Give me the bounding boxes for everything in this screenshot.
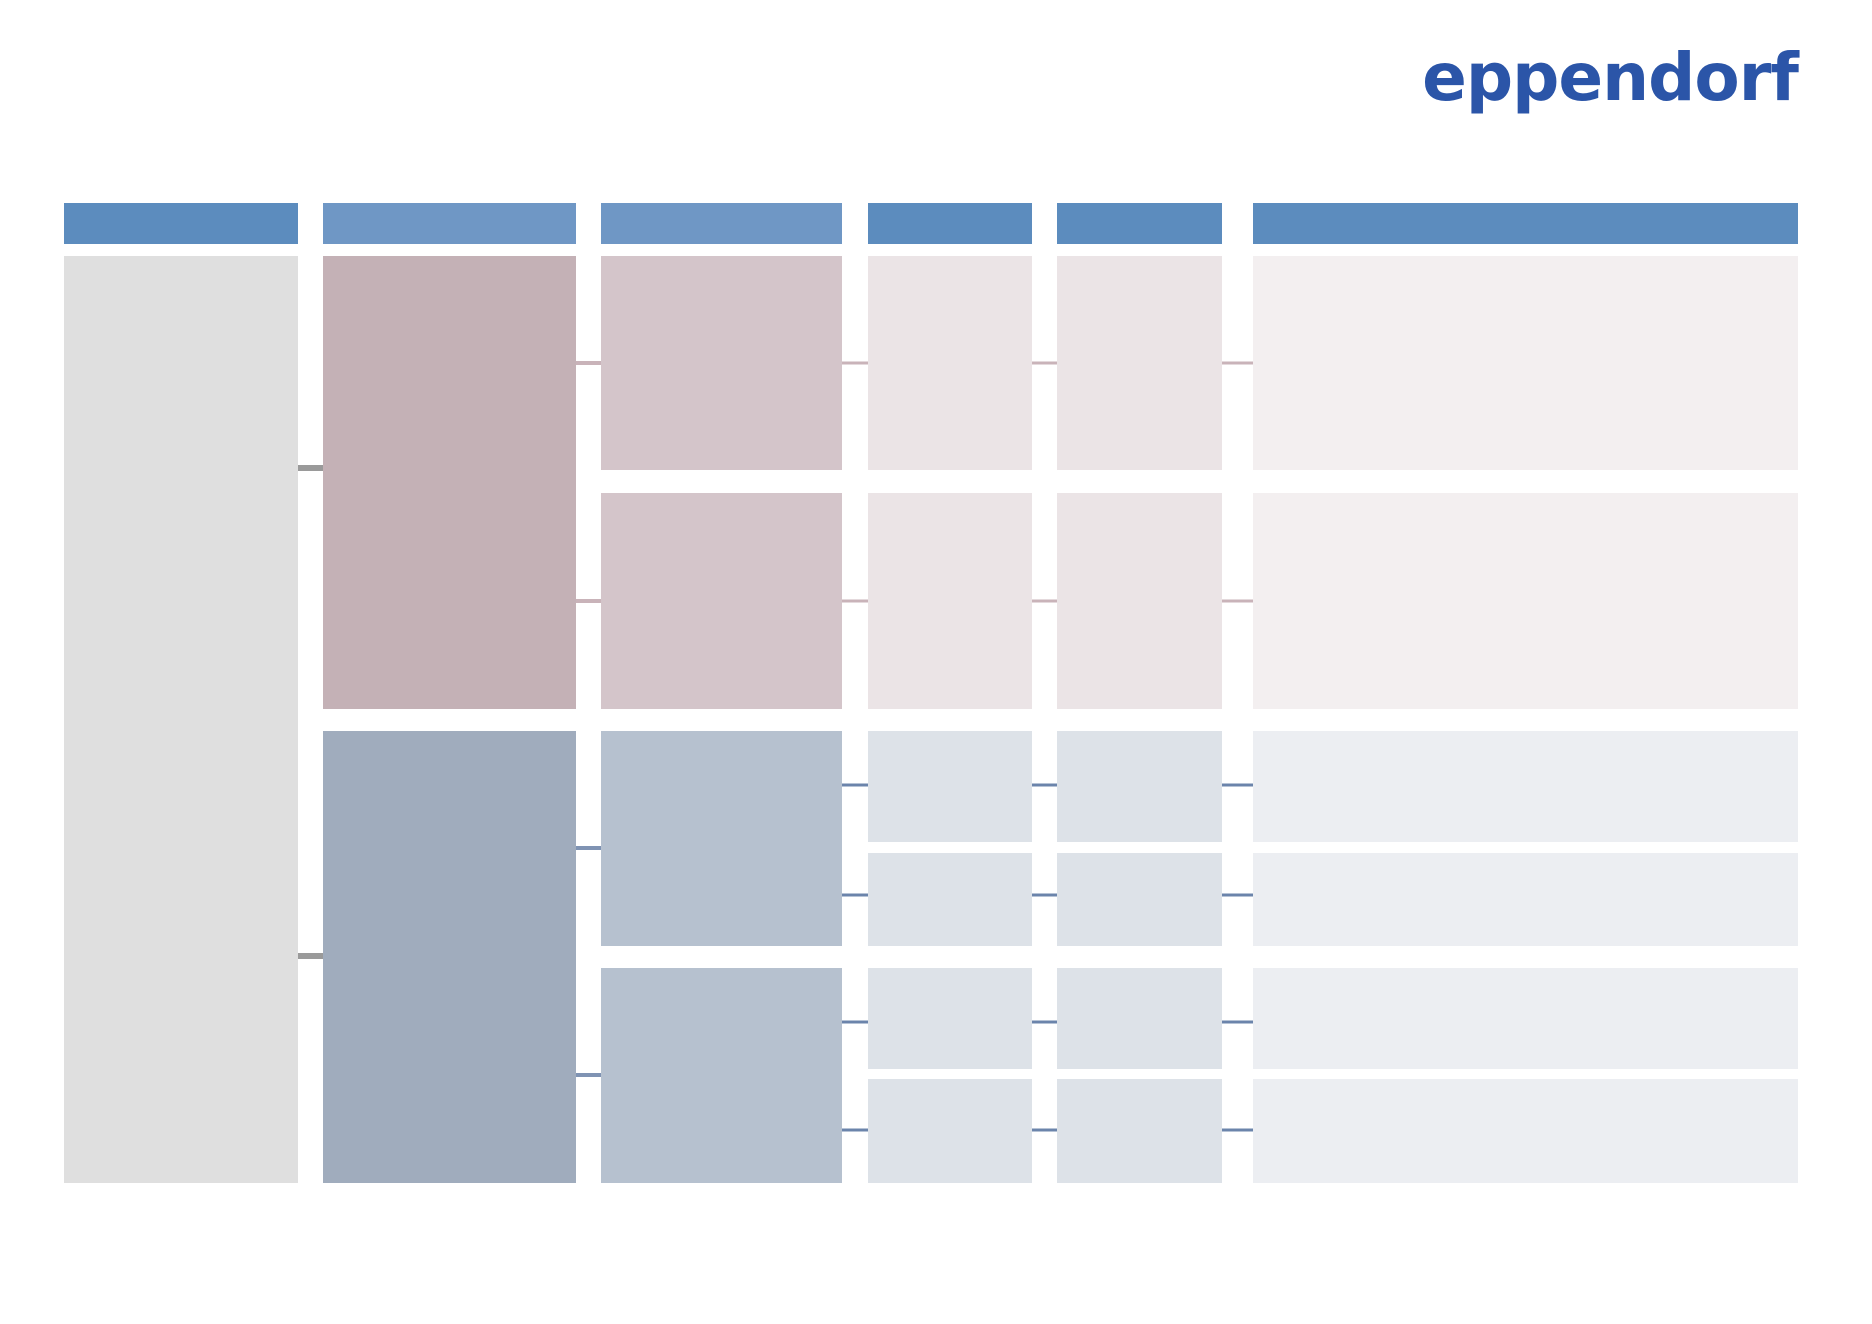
cell [868,853,1032,946]
cell [601,493,842,709]
cell [601,968,842,1183]
column-header [323,203,576,244]
cell [1253,493,1798,709]
cell [868,493,1032,709]
cell [868,731,1032,842]
cell [868,968,1032,1069]
column-header [1253,203,1798,244]
cell [1253,256,1798,470]
column-header [1057,203,1222,244]
cell [1253,1079,1798,1183]
cell [1253,853,1798,946]
column-header [601,203,842,244]
column-header [64,203,298,244]
cell [868,1079,1032,1183]
cell [868,256,1032,470]
cell [1057,731,1222,842]
cell [64,256,298,1183]
logo: eppendorf [1422,39,1800,116]
column-header [868,203,1032,244]
cell [1057,256,1222,470]
cell [1057,493,1222,709]
cell [1253,968,1798,1069]
cell [323,256,576,709]
cell [601,256,842,470]
cell [1057,853,1222,946]
cell [1253,731,1798,842]
cell [1057,1079,1222,1183]
cell [601,731,842,946]
cell [1057,968,1222,1069]
cell [323,731,576,1183]
